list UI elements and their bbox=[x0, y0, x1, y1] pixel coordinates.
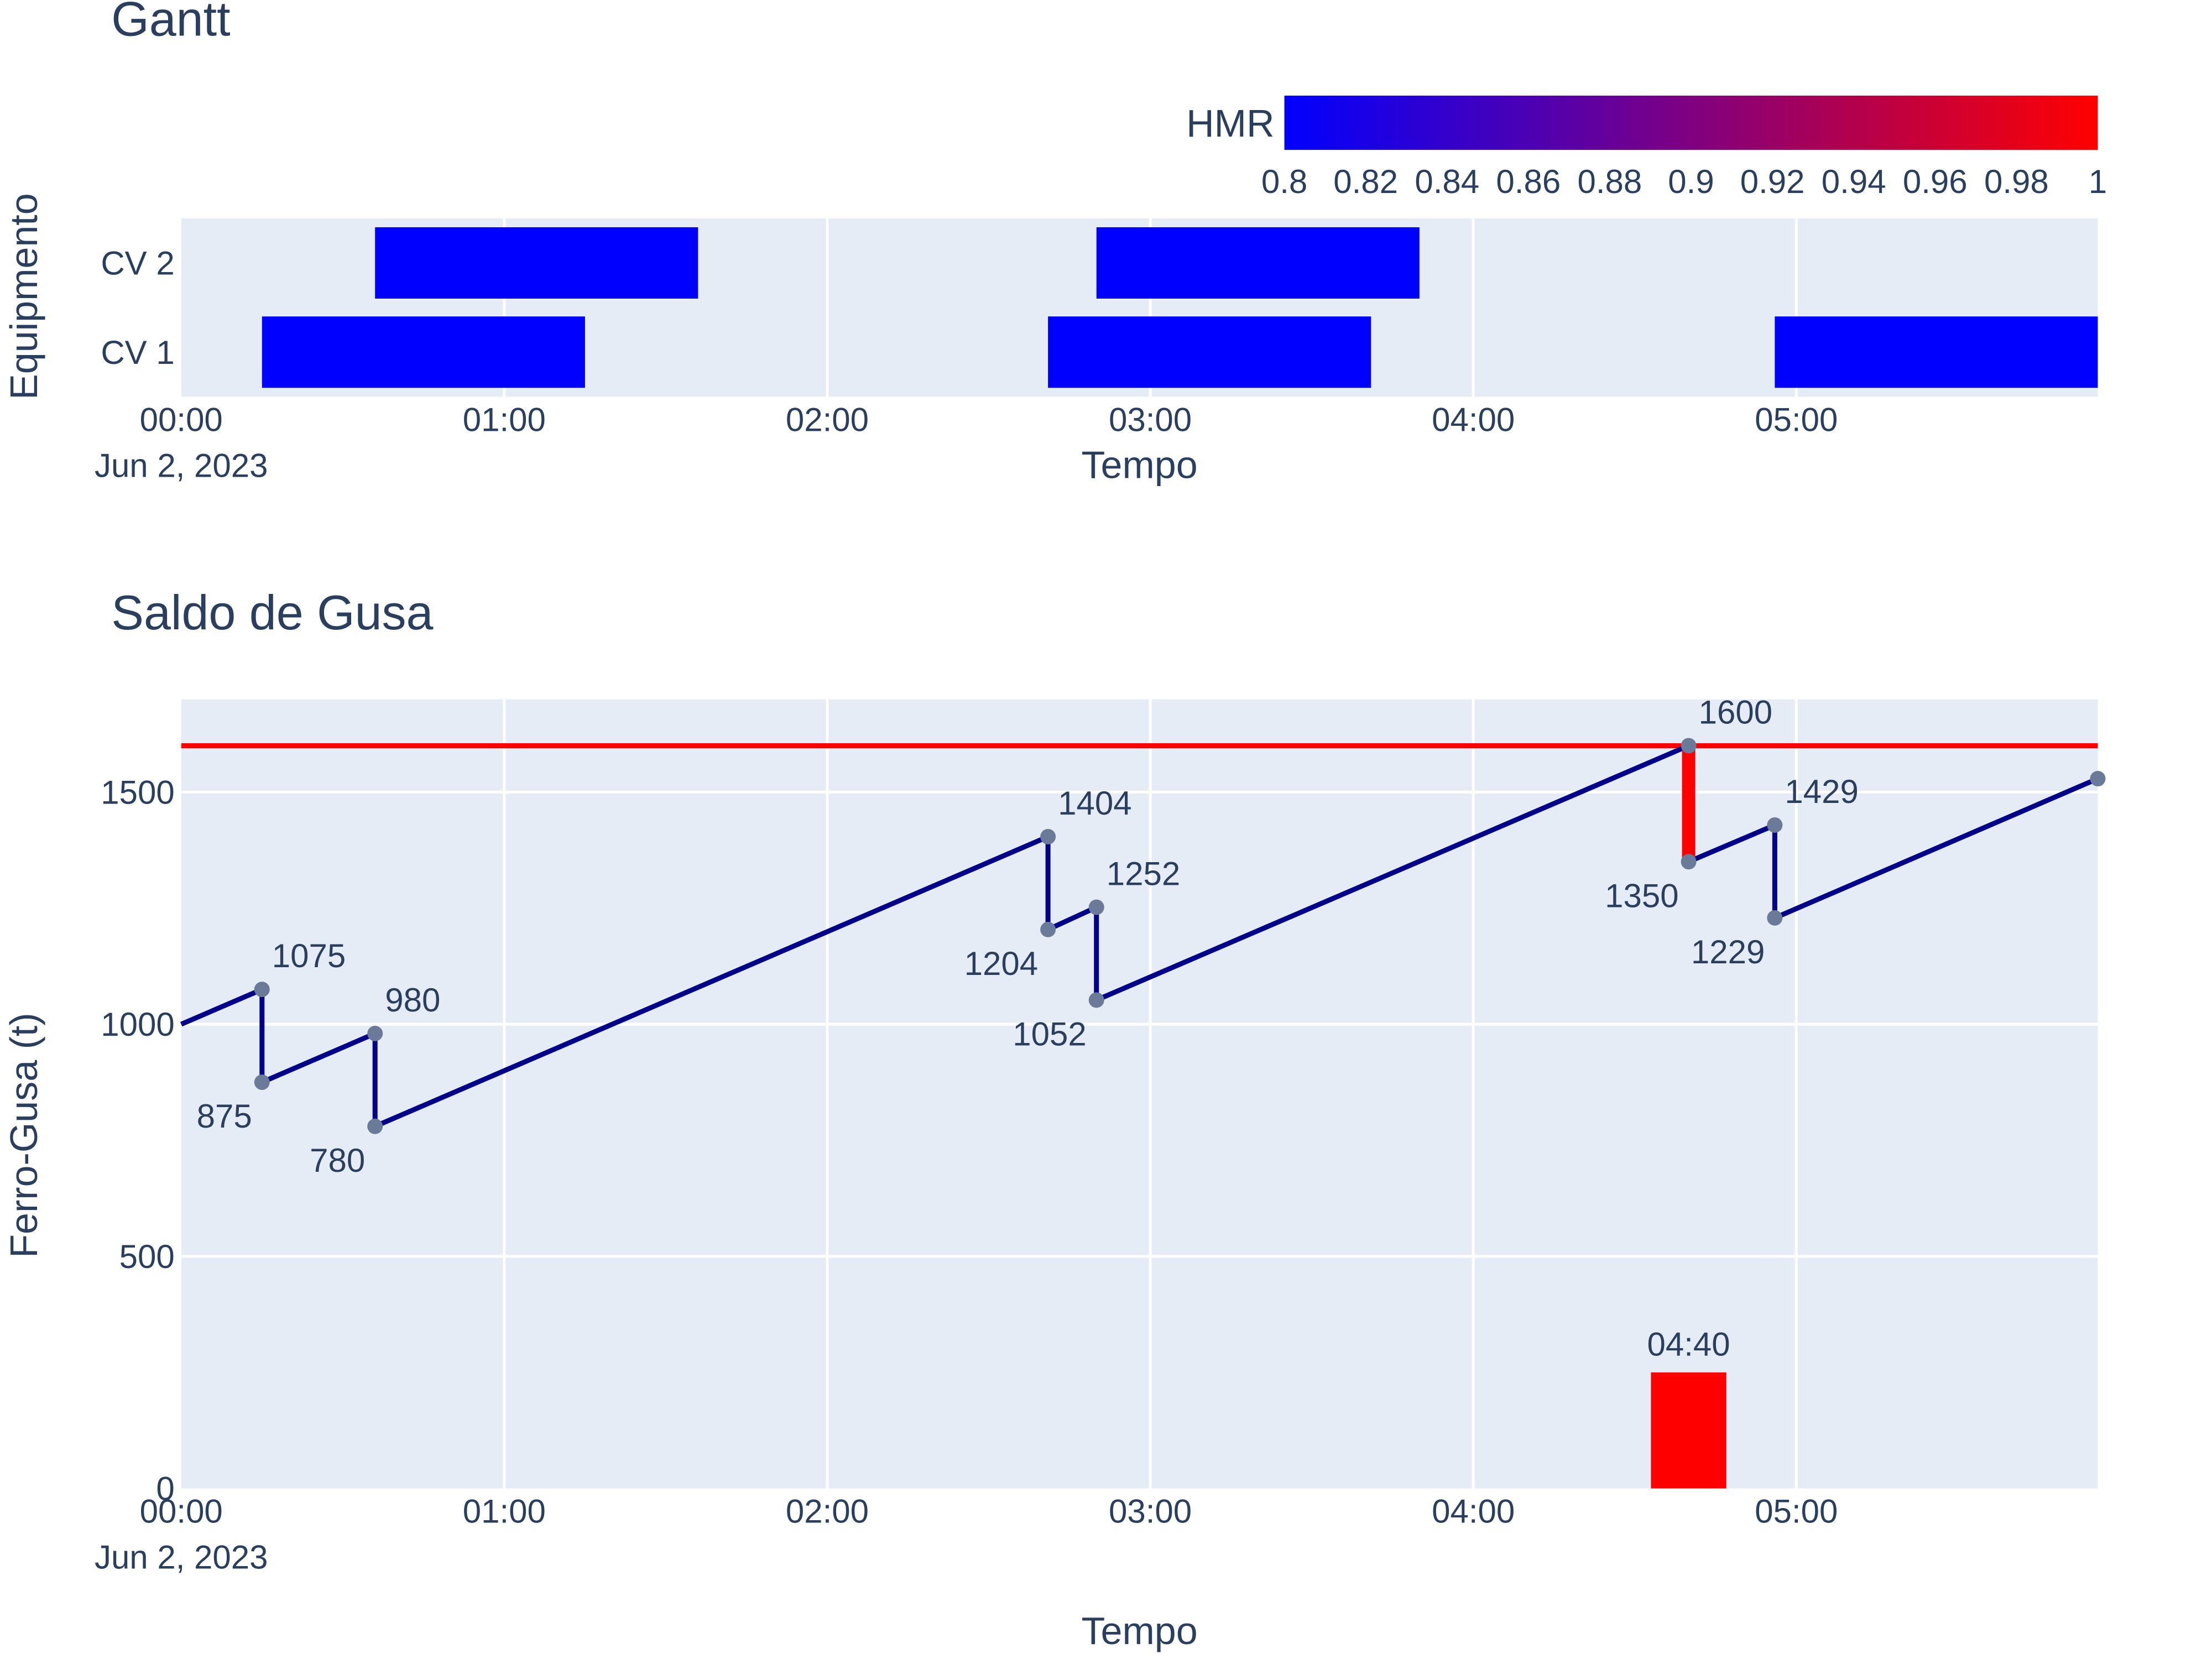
colorbar-tick-label: 0.92 bbox=[1740, 163, 1805, 200]
saldo-marker bbox=[1767, 817, 1783, 833]
saldo-y-tick-label: 500 bbox=[119, 1238, 175, 1275]
saldo-marker bbox=[254, 1074, 270, 1091]
saldo-data-label: 1204 bbox=[964, 945, 1038, 982]
saldo-x-ticks: 00:00 01:00 02:00 03:00 04:00 05:00 bbox=[140, 1493, 1838, 1530]
saldo-line bbox=[180, 742, 2099, 1130]
gantt-y-tick-label: CV 2 bbox=[101, 244, 174, 281]
alert-bar-group: 04:40 bbox=[1647, 1326, 1730, 1489]
saldo-data-labels: 1075 875 980 780 1404 1204 1252 1052 1600 1350 142… bbox=[197, 693, 1859, 1178]
saldo-x-tick-label: 00:00 bbox=[140, 1493, 223, 1530]
saldo-x-tick-label: 05:00 bbox=[1755, 1493, 1838, 1530]
saldo-data-label: 1404 bbox=[1058, 785, 1131, 822]
colorbar-ticks: 0.8 0.82 0.84 0.86 0.88 0.9 0.92 0.94 0.96 0.98 1 bbox=[1261, 163, 2107, 200]
colorbar-tick-label: 0.86 bbox=[1496, 163, 1561, 200]
saldo-x-axis-label: Tempo bbox=[1082, 1609, 1198, 1652]
colorbar-tick-label: 0.9 bbox=[1668, 163, 1714, 200]
saldo-marker bbox=[254, 982, 270, 998]
saldo-marker bbox=[1040, 921, 1056, 937]
colorbar-tick-label: 0.98 bbox=[1984, 163, 2049, 200]
gantt-title: Gantt bbox=[111, 0, 230, 46]
colorbar-tick-label: 0.94 bbox=[1822, 163, 1886, 200]
gantt-bar bbox=[1775, 316, 2098, 388]
colorbar-tick-label: 0.88 bbox=[1578, 163, 1642, 200]
gantt-x-tick-label: 02:00 bbox=[786, 401, 869, 438]
saldo-y-ticks: 0 500 1000 1500 bbox=[101, 774, 174, 1507]
saldo-chart: 04:40 1075875980780140412041252105216001… bbox=[2, 585, 2106, 1652]
saldo-marker bbox=[367, 1025, 383, 1041]
saldo-x-tick-label: 02:00 bbox=[786, 1493, 869, 1530]
saldo-y-tick-label: 0 bbox=[156, 1470, 174, 1507]
gantt-bar bbox=[1048, 316, 1371, 388]
saldo-x-tick-label: 03:00 bbox=[1109, 1493, 1192, 1530]
alert-bar bbox=[1651, 1372, 1726, 1489]
saldo-markers bbox=[254, 738, 2106, 1134]
saldo-marker bbox=[367, 1118, 383, 1134]
saldo-date-label: Jun 2, 2023 bbox=[95, 1539, 268, 1576]
saldo-data-label: 1350 bbox=[1605, 877, 1678, 914]
saldo-data-label: 980 bbox=[385, 982, 440, 1019]
alert-bar-label: 04:40 bbox=[1647, 1326, 1730, 1363]
saldo-data-label: 875 bbox=[197, 1098, 252, 1135]
gantt-bar bbox=[1096, 227, 1420, 299]
gantt-chart: CV 1CV 2 00:00 01:00 02:00 03:00 04:00 05:00 … bbox=[2, 0, 2107, 487]
saldo-y-tick-label: 1500 bbox=[101, 774, 174, 811]
saldo-plot-area bbox=[181, 699, 2098, 1489]
gantt-bars bbox=[262, 227, 2098, 388]
colorbar-tick-label: 0.84 bbox=[1415, 163, 1479, 200]
saldo-x-tick-label: 01:00 bbox=[463, 1493, 546, 1530]
saldo-marker bbox=[1088, 992, 1104, 1008]
gantt-x-tick-label: 00:00 bbox=[140, 401, 223, 438]
hmr-colorbar: HMR 0.8 0.82 0.84 0.86 0.88 0.9 0.92 0.94 0.96 0.… bbox=[1186, 95, 2107, 200]
colorbar-tick-label: 0.82 bbox=[1333, 163, 1398, 200]
saldo-marker bbox=[1681, 854, 1697, 870]
gantt-x-tick-label: 05:00 bbox=[1755, 401, 1838, 438]
colorbar-gradient bbox=[1284, 95, 2098, 150]
gantt-date-label: Jun 2, 2023 bbox=[95, 447, 268, 484]
saldo-marker bbox=[1681, 738, 1697, 754]
saldo-y-axis-label: Ferro-Gusa (t) bbox=[2, 1013, 45, 1258]
gantt-y-axis-label: Equipmento bbox=[2, 193, 45, 400]
saldo-marker bbox=[1088, 899, 1104, 915]
colorbar-tick-label: 0.96 bbox=[1903, 163, 1968, 200]
saldo-marker bbox=[2090, 771, 2106, 787]
saldo-title: Saldo de Gusa bbox=[111, 585, 433, 640]
saldo-data-label: 1429 bbox=[1785, 773, 1858, 810]
saldo-y-tick-label: 1000 bbox=[101, 1006, 174, 1043]
gantt-x-ticks: 00:00 01:00 02:00 03:00 04:00 05:00 bbox=[140, 401, 1838, 438]
colorbar-title: HMR bbox=[1186, 102, 1274, 145]
saldo-data-label: 780 bbox=[310, 1142, 365, 1179]
saldo-gridlines bbox=[181, 699, 2098, 1489]
gantt-y-ticks: CV 1 CV 2 bbox=[101, 244, 174, 371]
saldo-data-label: 1600 bbox=[1699, 693, 1772, 731]
gantt-x-axis-label: Tempo bbox=[1082, 444, 1198, 487]
saldo-marker bbox=[1767, 910, 1783, 926]
gantt-bar bbox=[375, 227, 698, 299]
colorbar-tick-label: 0.8 bbox=[1261, 163, 1307, 200]
gantt-x-tick-label: 03:00 bbox=[1109, 401, 1192, 438]
gantt-x-tick-label: 01:00 bbox=[463, 401, 546, 438]
gantt-y-tick-label: CV 1 bbox=[101, 334, 174, 371]
saldo-data-label: 1252 bbox=[1107, 855, 1180, 893]
gantt-bar bbox=[262, 316, 585, 388]
saldo-data-label: 1075 bbox=[272, 937, 346, 974]
saldo-data-label: 1052 bbox=[1013, 1015, 1086, 1052]
saldo-data-label: 1229 bbox=[1691, 933, 1765, 971]
saldo-x-tick-label: 04:00 bbox=[1432, 1493, 1515, 1530]
colorbar-tick-label: 1 bbox=[2089, 163, 2107, 200]
gantt-x-tick-label: 04:00 bbox=[1432, 401, 1515, 438]
saldo-marker bbox=[1040, 828, 1056, 844]
